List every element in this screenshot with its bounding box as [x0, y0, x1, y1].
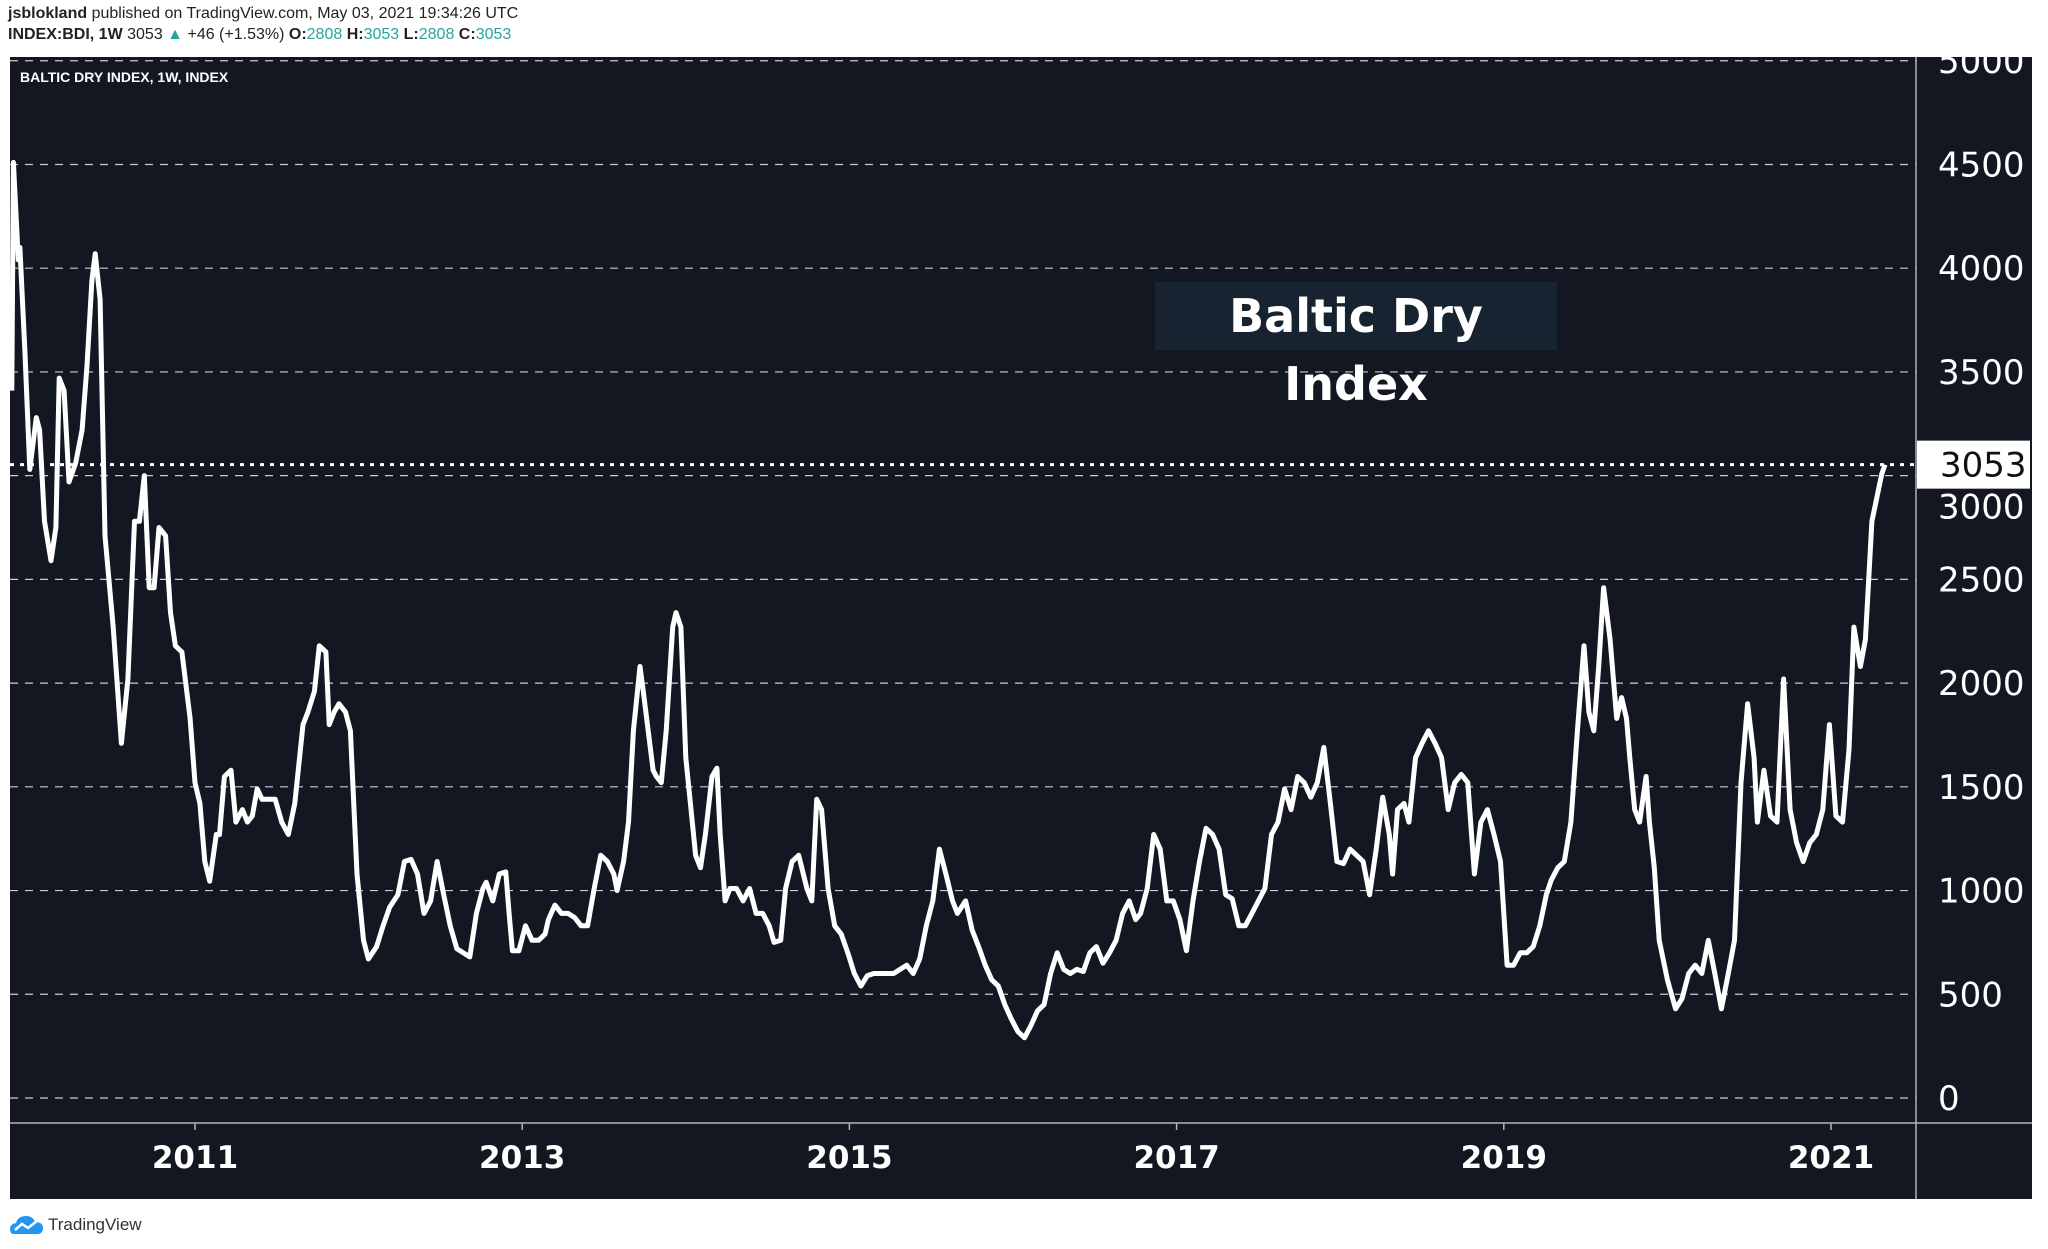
last-price: 3053 [127, 26, 163, 43]
triangle-up-icon: ▲ [167, 26, 184, 43]
y-tick-label: 3500 [1938, 353, 2025, 393]
open-value: 2808 [306, 26, 343, 43]
y-tick-label: 4000 [1938, 249, 2025, 289]
y-tick-label: 4500 [1938, 145, 2025, 185]
x-tick-label: 2011 [152, 1140, 238, 1176]
x-tick-label: 2019 [1461, 1140, 1547, 1176]
x-tick-label: 2015 [806, 1140, 892, 1176]
x-tick-label: 2021 [1788, 1140, 1874, 1176]
author-name[interactable]: jsblokland [8, 5, 88, 22]
chart-background [10, 57, 2032, 1199]
last-price-label: 3053 [1917, 440, 2030, 489]
high-value: 3053 [363, 26, 400, 43]
chart-legend: BALTIC DRY INDEX, 1W, INDEX [20, 69, 229, 85]
y-tick-label: 5000 [1938, 42, 2025, 82]
publish-info: jsblokland published on TradingView.com,… [8, 5, 518, 23]
brand-name: TradingView [48, 1215, 142, 1234]
low-value: 2808 [418, 26, 455, 43]
high-label: H: [346, 26, 364, 43]
price-axis[interactable]: 0 500 1000 1500 2000 2500 3000 3500 4000 4500 5000 [1938, 42, 2025, 1119]
tradingview-logo-icon [10, 1216, 43, 1234]
x-tick-label: 2017 [1133, 1140, 1219, 1176]
close-label: C: [458, 26, 476, 43]
published-text: published on TradingView.com, May 03, 20… [91, 5, 519, 22]
open-label: O: [288, 26, 307, 43]
last-price-badge [1917, 440, 2030, 489]
y-tick-label: 0 [1938, 1079, 1960, 1119]
x-tick-label: 2013 [479, 1140, 565, 1176]
symbol-label: INDEX:BDI, 1W [8, 26, 123, 43]
chart-annotation[interactable]: Baltic Dry Index [1155, 282, 1557, 411]
time-axis[interactable]: 2011 2013 2015 2017 2019 2021 [152, 1123, 1874, 1176]
y-tick-label: 2500 [1938, 560, 2025, 600]
tradingview-brand[interactable]: TradingView [10, 1214, 142, 1236]
y-tick-label: 500 [1938, 975, 2003, 1015]
y-tick-label: 1000 [1938, 872, 2025, 912]
series-line-bdi [9, 159, 1888, 1041]
price-change: +46 (+1.53%) [187, 26, 285, 43]
close-value: 3053 [475, 26, 512, 43]
y-tick-label: 3000 [1938, 488, 2025, 528]
y-tick-label: 2000 [1938, 664, 2025, 704]
symbol-info: INDEX:BDI, 1W 3053 ▲ +46 (+1.53%) O:2808… [8, 26, 511, 44]
low-label: L: [403, 26, 419, 43]
last-price-badge-text: 3053 [1940, 446, 2027, 486]
y-tick-label: 1500 [1938, 768, 2025, 808]
